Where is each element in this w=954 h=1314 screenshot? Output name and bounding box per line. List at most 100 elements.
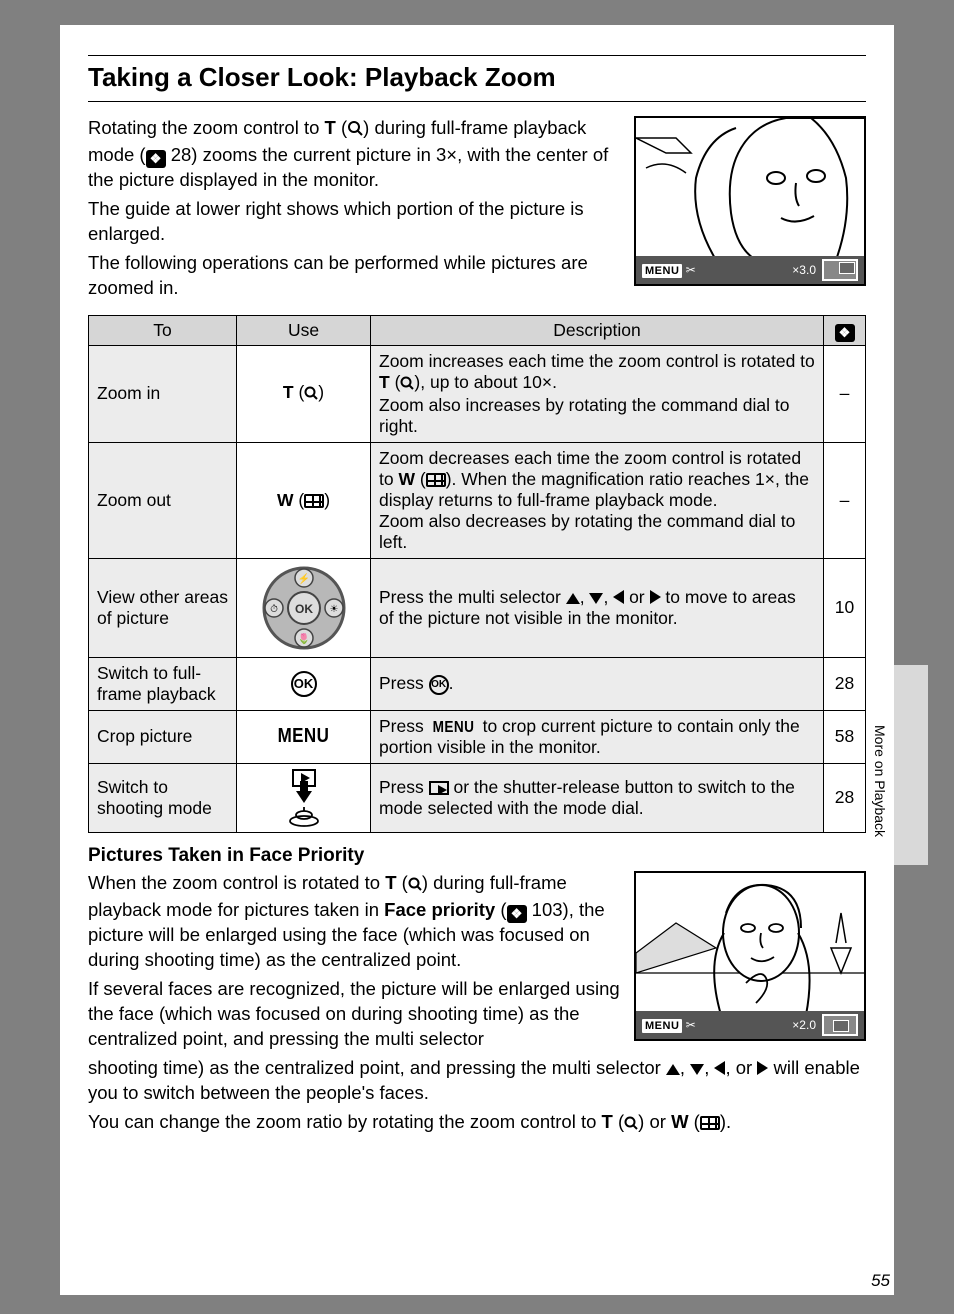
navigator-icon [822, 1014, 858, 1036]
cell-to: Switch to full-frame playback [89, 657, 237, 710]
ref-num: 28 [171, 144, 192, 165]
magnify-icon [347, 118, 363, 143]
scissors-icon: ✂ [686, 1018, 696, 1032]
down-arrow-icon [589, 593, 603, 604]
col-use: Use [237, 315, 371, 345]
cell-use [237, 763, 371, 832]
text: ) zooms the current picture in 3×, with … [88, 144, 608, 190]
text: ( [495, 899, 506, 920]
cell-to: Zoom out [89, 442, 237, 558]
cell-ref: 58 [824, 710, 866, 763]
face-priority-heading: Pictures Taken in Face Priority [88, 845, 866, 867]
thumbnail-icon [700, 1116, 720, 1130]
down-arrow-icon [296, 791, 312, 803]
thumbnail-icon [304, 494, 324, 508]
text: Press the multi selector [379, 587, 566, 607]
left-arrow-icon [613, 590, 624, 604]
text: Rotating the zoom control to [88, 117, 325, 138]
cell-ref: 28 [824, 657, 866, 710]
w-key: W [398, 469, 415, 489]
side-tab [894, 665, 928, 865]
text: Press [379, 673, 429, 693]
t-key: T [325, 117, 336, 138]
right-arrow-icon [650, 590, 661, 604]
t-key: T [379, 372, 390, 392]
scissors-icon: ✂ [686, 263, 696, 277]
cell-ref: 10 [824, 558, 866, 657]
zoom-value: ×3.0 [792, 263, 816, 277]
multi-selector-icon: OK ⚡ 🌷 ⏱ ☀ [260, 564, 348, 652]
text: Zoom increases each time the zoom contro… [379, 351, 815, 371]
up-arrow-icon [666, 1064, 680, 1075]
text: You can change the zoom ratio by rotatin… [88, 1111, 602, 1132]
col-desc: Description [371, 315, 824, 345]
cell-ref: 28 [824, 763, 866, 832]
cell-use: OK ⚡ 🌷 ⏱ ☀ [237, 558, 371, 657]
cell-desc: Press the multi selector , , or to move … [371, 558, 824, 657]
cell-to: Switch to shooting mode [89, 763, 237, 832]
col-ref: ❖ [824, 315, 866, 345]
up-arrow-icon [566, 593, 580, 604]
title-band: Taking a Closer Look: Playback Zoom [88, 55, 866, 102]
text: Zoom also increases by rotating the comm… [379, 395, 789, 436]
section-label: More on Playback [872, 725, 888, 837]
menu-label: MENU [642, 264, 682, 278]
reference-icon: ❖ [146, 150, 166, 168]
cell-to: Zoom in [89, 345, 237, 442]
text: shooting time) as the centralized point,… [88, 1057, 666, 1078]
text: The guide at lower right shows which por… [88, 197, 620, 247]
text-bold: Face priority [384, 899, 495, 920]
cell-to: Crop picture [89, 710, 237, 763]
face-priority-section: When the zoom control is rotated to T ()… [88, 871, 866, 1056]
svg-text:⏱: ⏱ [270, 604, 278, 615]
svg-text:⚡: ⚡ [297, 572, 309, 585]
text: . [726, 1111, 731, 1132]
illustration-status-bar: MENU ✂ ×2.0 [636, 1011, 864, 1039]
text: , up to about 10×. [420, 372, 557, 392]
t-key: T [602, 1111, 613, 1132]
magnify-icon [304, 384, 318, 405]
ref-num: 103 [532, 899, 563, 920]
text: . [449, 673, 454, 693]
left-arrow-icon [714, 1061, 725, 1075]
cell-ref: – [824, 442, 866, 558]
cell-ref: – [824, 345, 866, 442]
illustration-status-bar: MENU ✂ ×3.0 [636, 256, 864, 284]
cell-to: View other areas of picture [89, 558, 237, 657]
zoom-value: ×2.0 [792, 1018, 816, 1032]
text: When the zoom control is rotated to [88, 872, 385, 893]
w-key: W [277, 490, 294, 510]
cell-desc: Press or the shutter-release button to s… [371, 763, 824, 832]
page-number: 55 [871, 1271, 890, 1291]
magnify-icon [400, 374, 414, 395]
intro-text: Rotating the zoom control to T () during… [88, 116, 620, 305]
table-row: Zoom in T () Zoom increases each time th… [89, 345, 866, 442]
page-title: Taking a Closer Look: Playback Zoom [88, 62, 866, 93]
cell-desc: Zoom increases each time the zoom contro… [371, 345, 824, 442]
intro-section: Rotating the zoom control to T () during… [88, 116, 866, 305]
table-row: Crop picture MENU Press MENU to crop cur… [89, 710, 866, 763]
playback-illustration-2: MENU ✂ ×2.0 [634, 871, 866, 1041]
thumbnail-icon [426, 473, 446, 487]
right-arrow-icon [757, 1061, 768, 1075]
cell-desc: Press MENU to crop current picture to co… [371, 710, 824, 763]
cell-use: OK [237, 657, 371, 710]
ok-button-icon: OK [429, 675, 449, 695]
text: or [644, 1111, 671, 1132]
manual-page: Taking a Closer Look: Playback Zoom Rota… [60, 25, 894, 1295]
table-row: View other areas of picture OK ⚡ 🌷 [89, 558, 866, 657]
operations-table: To Use Description ❖ Zoom in T () Zoom i… [88, 315, 866, 833]
navigator-icon [822, 259, 858, 281]
cell-use: T () [237, 345, 371, 442]
playback-button-icon [429, 781, 449, 795]
magnify-icon [408, 873, 422, 898]
text: Press [379, 716, 429, 736]
t-key: T [385, 872, 396, 893]
cell-desc: Press OK. [371, 657, 824, 710]
shutter-icon [288, 807, 320, 827]
continuation-text: shooting time) as the centralized point,… [88, 1056, 866, 1137]
menu-button-icon: MENU [278, 725, 330, 748]
cell-desc: Zoom decreases each time the zoom contro… [371, 442, 824, 558]
svg-text:OK: OK [295, 602, 313, 616]
menu-label: MENU [642, 1019, 682, 1033]
